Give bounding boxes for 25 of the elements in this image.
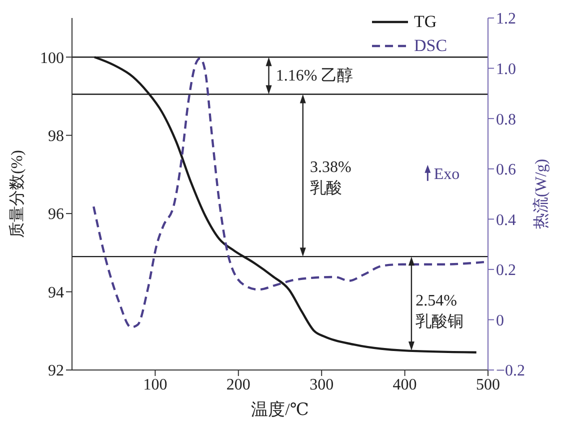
- y2-tick-label: 0: [496, 312, 504, 330]
- y2-tick-label: 0.2: [496, 262, 516, 280]
- y2-tick-label: 0.4: [496, 212, 516, 229]
- y2-axis-title: 热流(W/g): [532, 158, 550, 230]
- annotation: 3.38% 乳酸: [310, 158, 352, 197]
- y-tick-label: 96: [48, 206, 64, 224]
- annotation: 2.54% 乳酸铜: [416, 292, 464, 331]
- annotation: 1.16% 乙醇: [276, 66, 354, 84]
- y-axis-title: 质量分数(%): [8, 150, 26, 238]
- y2-tick-label: 1.2: [496, 10, 516, 28]
- legend-label: TG: [414, 12, 437, 32]
- y-tick-label: 92: [48, 362, 64, 380]
- x-tick-label: 100: [143, 376, 168, 394]
- legend-label: DSC: [414, 36, 448, 56]
- y2-tick-label: 0.6: [496, 162, 516, 179]
- x-tick-label: 200: [226, 376, 250, 394]
- y-tick-label: 94: [48, 284, 64, 302]
- x-tick-label: 300: [310, 376, 334, 394]
- y2-tick-label: 0.8: [496, 111, 516, 128]
- annotation: Exo: [434, 166, 460, 183]
- x-axis-title: 温度/℃: [251, 400, 309, 419]
- y2-tick-label: 1.0: [496, 60, 516, 78]
- y-tick-label: 98: [48, 128, 64, 146]
- y-tick-label: 100: [40, 50, 64, 67]
- x-tick-label: 400: [392, 376, 417, 394]
